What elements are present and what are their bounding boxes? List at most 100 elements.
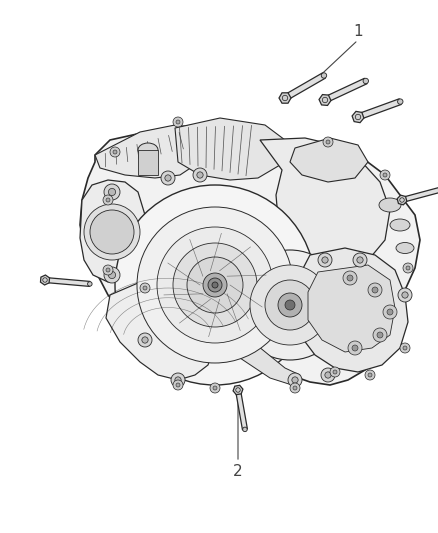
Circle shape: [113, 150, 117, 154]
Polygon shape: [208, 330, 300, 385]
Circle shape: [173, 380, 183, 390]
Circle shape: [171, 373, 185, 387]
Circle shape: [403, 346, 407, 350]
Circle shape: [357, 257, 363, 263]
Circle shape: [108, 271, 116, 279]
Circle shape: [142, 337, 148, 343]
Circle shape: [352, 345, 358, 351]
Circle shape: [292, 377, 298, 383]
Polygon shape: [283, 73, 325, 101]
Circle shape: [197, 172, 203, 178]
Circle shape: [285, 300, 295, 310]
Text: 1: 1: [353, 25, 363, 39]
Circle shape: [103, 195, 113, 205]
Circle shape: [157, 227, 273, 343]
Circle shape: [104, 267, 120, 283]
Circle shape: [103, 265, 113, 275]
Polygon shape: [401, 187, 438, 203]
Polygon shape: [175, 118, 285, 180]
Circle shape: [365, 370, 375, 380]
Circle shape: [108, 188, 116, 196]
Circle shape: [143, 286, 147, 290]
Circle shape: [203, 273, 227, 297]
Circle shape: [373, 328, 387, 342]
Circle shape: [161, 171, 175, 185]
Circle shape: [402, 292, 408, 298]
Polygon shape: [308, 265, 395, 352]
Circle shape: [213, 386, 217, 390]
Polygon shape: [106, 278, 218, 380]
Circle shape: [138, 333, 152, 347]
Polygon shape: [260, 138, 390, 265]
Circle shape: [88, 281, 92, 286]
Polygon shape: [324, 78, 367, 103]
Circle shape: [380, 170, 390, 180]
Text: 2: 2: [233, 464, 243, 480]
Circle shape: [293, 386, 297, 390]
Circle shape: [368, 373, 372, 377]
Circle shape: [84, 204, 140, 260]
Circle shape: [90, 210, 134, 254]
Circle shape: [387, 309, 393, 315]
Polygon shape: [233, 385, 243, 395]
Circle shape: [208, 278, 222, 292]
Circle shape: [323, 137, 333, 147]
Circle shape: [321, 73, 327, 78]
Circle shape: [372, 287, 378, 293]
Circle shape: [290, 383, 300, 393]
Circle shape: [368, 283, 382, 297]
Circle shape: [400, 343, 410, 353]
Circle shape: [243, 427, 247, 432]
Polygon shape: [80, 180, 145, 282]
Circle shape: [106, 268, 110, 272]
Circle shape: [173, 117, 183, 127]
Circle shape: [110, 147, 120, 157]
Polygon shape: [352, 111, 364, 123]
Circle shape: [322, 257, 328, 263]
Circle shape: [318, 253, 332, 267]
Polygon shape: [397, 195, 407, 205]
Circle shape: [250, 265, 330, 345]
Circle shape: [175, 377, 181, 383]
Circle shape: [265, 280, 315, 330]
Circle shape: [137, 207, 293, 363]
Circle shape: [347, 275, 353, 281]
Circle shape: [343, 271, 357, 285]
Circle shape: [210, 383, 220, 393]
Circle shape: [321, 368, 335, 382]
Circle shape: [353, 253, 367, 267]
Circle shape: [193, 168, 207, 182]
Circle shape: [288, 373, 302, 387]
Circle shape: [106, 198, 110, 202]
Circle shape: [377, 332, 383, 338]
Circle shape: [165, 175, 171, 181]
Circle shape: [115, 185, 315, 385]
Polygon shape: [236, 390, 247, 430]
Circle shape: [104, 224, 120, 240]
Circle shape: [104, 184, 120, 200]
Ellipse shape: [396, 243, 414, 254]
Circle shape: [97, 217, 127, 247]
Ellipse shape: [138, 143, 158, 157]
Circle shape: [326, 140, 330, 144]
Circle shape: [406, 266, 410, 270]
Polygon shape: [45, 278, 90, 286]
Polygon shape: [95, 125, 200, 178]
Ellipse shape: [379, 198, 401, 212]
Circle shape: [325, 372, 331, 378]
Circle shape: [398, 99, 403, 104]
Circle shape: [398, 288, 412, 302]
Circle shape: [173, 243, 257, 327]
Circle shape: [108, 228, 116, 236]
Circle shape: [278, 293, 302, 317]
Circle shape: [212, 282, 218, 288]
Circle shape: [363, 78, 368, 84]
Circle shape: [403, 263, 413, 273]
Circle shape: [333, 370, 337, 374]
Circle shape: [140, 283, 150, 293]
Circle shape: [176, 120, 180, 124]
Polygon shape: [319, 94, 331, 106]
Circle shape: [235, 250, 345, 360]
Circle shape: [176, 383, 180, 387]
Circle shape: [383, 173, 387, 177]
